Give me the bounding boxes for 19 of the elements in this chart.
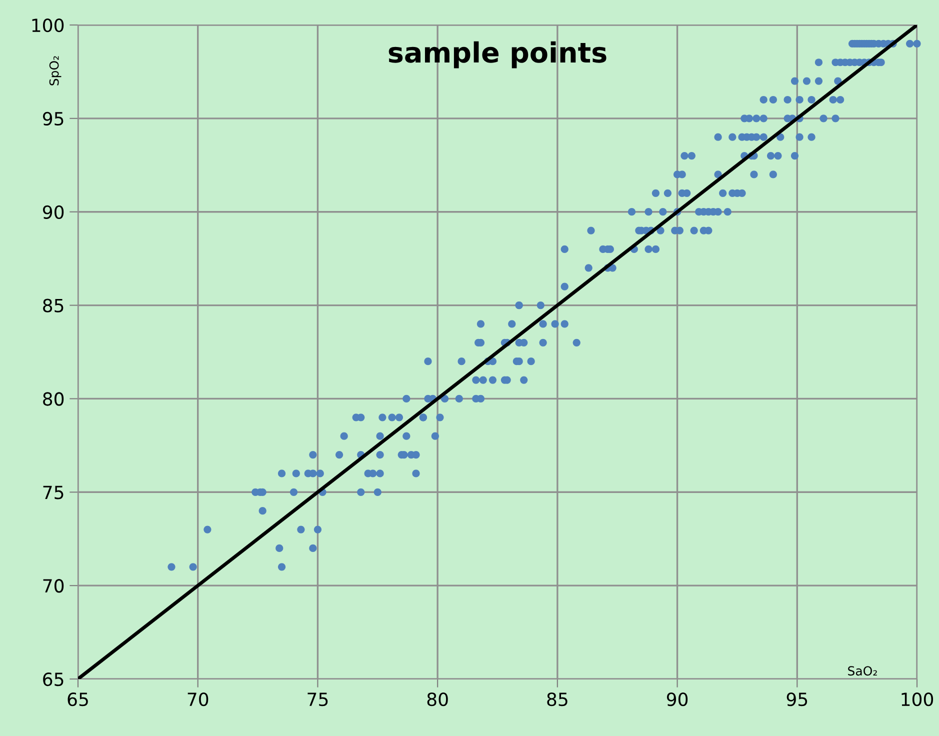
x-tick-label: 85 (547, 692, 568, 706)
x-axis-title: SaO₂ (848, 666, 877, 676)
x-tick-label: 70 (188, 692, 208, 706)
x-tick-label: 100 (902, 692, 934, 706)
x-tick-label: 90 (666, 692, 688, 706)
y-tick-label: 65 (43, 672, 64, 686)
y-tick-label: 95 (42, 112, 64, 126)
x-tick-label: 75 (308, 692, 328, 706)
y-tick-label: 85 (43, 298, 64, 312)
y-tick-label: 75 (43, 486, 64, 500)
y-tick-label: 70 (43, 579, 64, 593)
x-tick-label: 80 (427, 692, 448, 706)
y-axis-title: SpO₂ (49, 56, 62, 86)
y-tick-label: 100 (32, 18, 64, 32)
text: sample points (388, 41, 606, 68)
y-tick-label: 80 (43, 392, 64, 406)
y-tick-label: 90 (42, 205, 64, 219)
x-tick-label: 65 (68, 692, 88, 706)
x-tick-label: 95 (786, 692, 808, 706)
